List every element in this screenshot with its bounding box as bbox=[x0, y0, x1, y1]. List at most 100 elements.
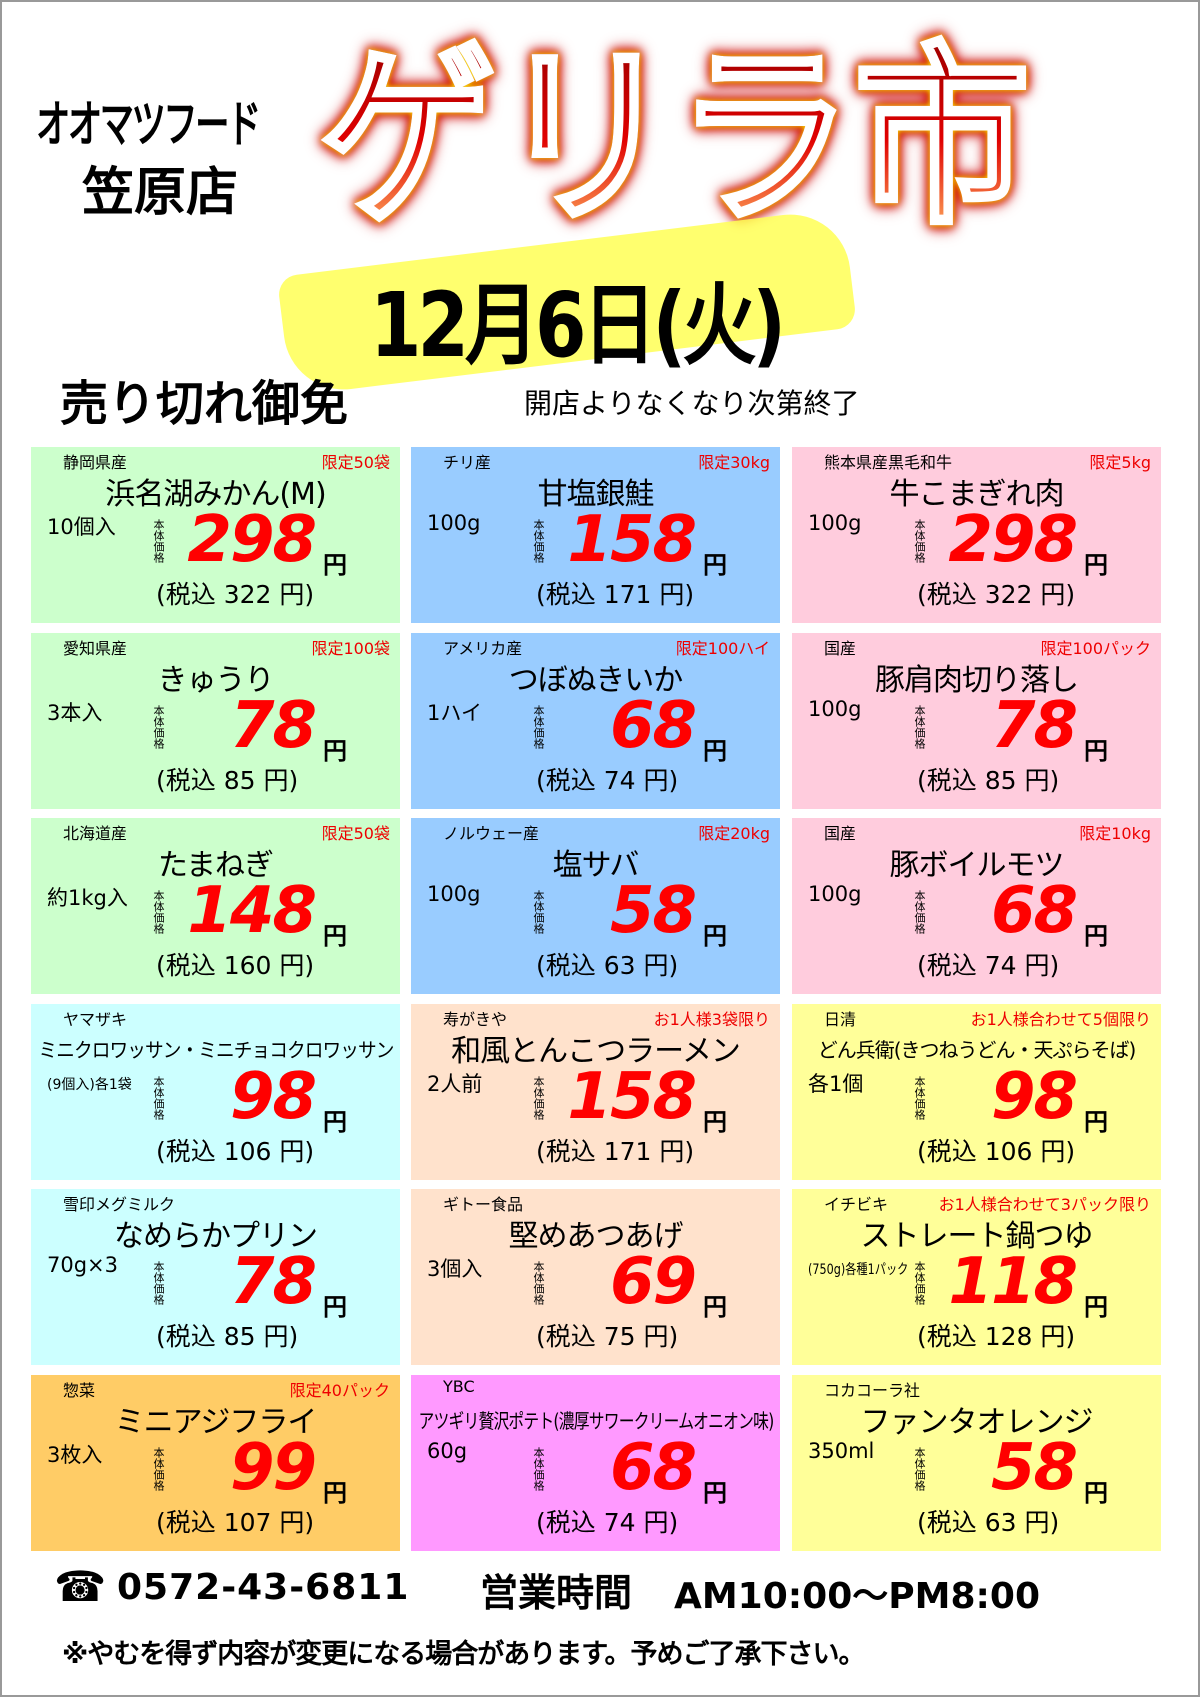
product-price: 158 bbox=[567, 1060, 697, 1134]
tax-prefix: (税込 bbox=[536, 766, 596, 795]
tax-included-price: (税込 171 円) bbox=[536, 1132, 694, 1168]
base-price-label: 本体価格 bbox=[532, 705, 545, 749]
tax-included-price: (税込 63 円) bbox=[536, 946, 678, 982]
product-quantity: 2人前 bbox=[427, 1072, 483, 1096]
availability-note: 開店よりなくなり次第終了 bbox=[524, 387, 860, 420]
product-name: 豚ボイルモツ bbox=[889, 848, 1065, 883]
product-origin: 惣菜 bbox=[63, 1381, 96, 1400]
product-card: 静岡県産 限定50袋 浜名湖みかん(M) 10個入 本体価格 298 円 (税込 322 円) bbox=[31, 447, 400, 623]
product-price: 118 bbox=[948, 1245, 1078, 1319]
product-card: 雪印メグミルク なめらかプリン 70g×3 本体価格 78 円 (税込 85 円) bbox=[31, 1189, 400, 1365]
tax-prefix: (税込 bbox=[917, 951, 977, 980]
tax-included-price: (税込 74 円) bbox=[536, 761, 678, 797]
product-quantity: 3本入 bbox=[47, 701, 103, 725]
tax-value: 107 bbox=[223, 1508, 272, 1537]
product-quantity: 1ハイ bbox=[427, 701, 482, 725]
tax-included-price: (税込 106 円) bbox=[917, 1132, 1075, 1168]
tax-prefix: (税込 bbox=[156, 1137, 216, 1166]
product-origin: ギトー食品 bbox=[443, 1195, 524, 1214]
phone-number: 0572-43-6811 bbox=[117, 1567, 410, 1608]
product-quantity: (750g)各種1パック bbox=[808, 1262, 909, 1278]
base-price-label: 本体価格 bbox=[152, 1447, 165, 1491]
product-card: ノルウェー産 限定20kg 塩サバ 100g 本体価格 58 円 (税込 63 円) bbox=[411, 818, 780, 994]
product-name: 甘塩銀鮭 bbox=[537, 477, 655, 512]
product-name: ファンタオレンジ bbox=[860, 1405, 1094, 1440]
yen-label: 円 bbox=[323, 737, 347, 765]
product-origin: 寿がきや bbox=[443, 1010, 508, 1029]
base-price-label: 本体価格 bbox=[532, 1447, 545, 1491]
tax-value: 85 bbox=[984, 766, 1017, 795]
product-card: 北海道産 限定50袋 たまねぎ 約1kg入 本体価格 148 円 (税込 160 円) bbox=[31, 818, 400, 994]
yen-label: 円 bbox=[323, 1479, 347, 1507]
product-card: イチビキ お1人様合わせて3パック限り ストレート鍋つゆ (750g)各種1パック 本体… bbox=[792, 1189, 1161, 1365]
product-card: アメリカ産 限定100ハイ つぼぬきいか 1ハイ 本体価格 68 円 (税込 74 円) bbox=[411, 633, 780, 809]
base-price-label: 本体価格 bbox=[913, 705, 926, 749]
base-price-label: 本体価格 bbox=[913, 1076, 926, 1120]
tax-prefix: (税込 bbox=[536, 1508, 596, 1537]
product-card: 国産 限定10kg 豚ボイルモツ 100g 本体価格 68 円 (税込 74 円) bbox=[792, 818, 1161, 994]
purchase-limit: 限定20kg bbox=[698, 824, 770, 843]
tax-value: 171 bbox=[603, 580, 652, 609]
tax-included-price: (税込 171 円) bbox=[536, 575, 694, 611]
product-origin: 国産 bbox=[824, 824, 857, 843]
purchase-limit: 限定50袋 bbox=[321, 824, 390, 843]
product-card: チリ産 限定30kg 甘塩銀鮭 100g 本体価格 158 円 (税込 171 円) bbox=[411, 447, 780, 623]
tax-value: 85 bbox=[223, 1322, 256, 1351]
yen-label: 円 bbox=[1084, 1293, 1108, 1321]
branch-name: 笠原店 bbox=[82, 163, 239, 223]
tax-prefix: (税込 bbox=[917, 766, 977, 795]
base-price-label: 本体価格 bbox=[532, 1261, 545, 1305]
product-price: 148 bbox=[187, 874, 317, 948]
product-origin: 国産 bbox=[824, 639, 857, 658]
base-price-label: 本体価格 bbox=[532, 890, 545, 934]
product-price: 68 bbox=[609, 689, 697, 763]
tax-suffix: 円) bbox=[643, 766, 679, 795]
tax-suffix: 円) bbox=[659, 580, 695, 609]
yen-label: 円 bbox=[1084, 1479, 1108, 1507]
product-origin: 静岡県産 bbox=[63, 453, 128, 472]
base-price-label: 本体価格 bbox=[532, 519, 545, 563]
tax-suffix: 円) bbox=[1040, 580, 1076, 609]
product-origin: 北海道産 bbox=[63, 824, 128, 843]
product-quantity: 100g bbox=[808, 882, 862, 906]
tax-prefix: (税込 bbox=[536, 1322, 596, 1351]
tax-suffix: 円) bbox=[643, 1508, 679, 1537]
product-card: ヤマザキ ミニクロワッサン・ミニチョコクロワッサン (9個入)各1袋 本体価格 98 円 (… bbox=[31, 1004, 400, 1180]
tax-included-price: (税込 85 円) bbox=[917, 761, 1059, 797]
product-quantity: 各1個 bbox=[808, 1072, 864, 1096]
store-name: オオマツフード bbox=[36, 96, 261, 155]
product-name: たまねぎ bbox=[157, 848, 274, 883]
tax-suffix: 円) bbox=[643, 951, 679, 980]
tax-included-price: (税込 85 円) bbox=[156, 1317, 298, 1353]
product-price: 298 bbox=[948, 503, 1078, 577]
product-price: 68 bbox=[609, 1431, 697, 1505]
base-price-label: 本体価格 bbox=[152, 1076, 165, 1120]
product-quantity: 100g bbox=[427, 882, 481, 906]
product-name: 和風とんこつラーメン bbox=[451, 1034, 741, 1069]
tax-suffix: 円) bbox=[263, 766, 299, 795]
tax-suffix: 円) bbox=[1024, 1508, 1060, 1537]
hours-label: 営業時間 bbox=[480, 1571, 633, 1615]
tax-prefix: (税込 bbox=[156, 580, 216, 609]
product-origin: アメリカ産 bbox=[443, 639, 523, 658]
tax-suffix: 円) bbox=[643, 1322, 679, 1351]
product-name: 浜名湖みかん(M) bbox=[105, 477, 326, 512]
product-card: 国産 限定100パック 豚肩肉切り落し 100g 本体価格 78 円 (税込 85 円) bbox=[792, 633, 1161, 809]
purchase-limit: 限定30kg bbox=[698, 453, 770, 472]
product-price: 99 bbox=[229, 1431, 317, 1505]
tax-included-price: (税込 74 円) bbox=[536, 1503, 678, 1539]
purchase-limit: 限定5kg bbox=[1089, 453, 1151, 472]
yen-label: 円 bbox=[1084, 737, 1108, 765]
product-price: 98 bbox=[229, 1060, 317, 1134]
base-price-label: 本体価格 bbox=[913, 1261, 926, 1305]
product-name: 豚肩肉切り落し bbox=[875, 663, 1079, 698]
yen-label: 円 bbox=[323, 1108, 347, 1136]
base-price-label: 本体価格 bbox=[152, 519, 165, 563]
telephone-icon: ☎ bbox=[54, 1562, 107, 1611]
product-price: 78 bbox=[229, 1245, 317, 1319]
purchase-limit: 限定100ハイ bbox=[675, 639, 770, 658]
product-card: ギトー食品 堅めあつあげ 3個入 本体価格 69 円 (税込 75 円) bbox=[411, 1189, 780, 1365]
product-quantity: 約1kg入 bbox=[47, 886, 128, 910]
tax-value: 106 bbox=[223, 1137, 272, 1166]
purchase-limit: 限定100パック bbox=[1040, 639, 1151, 658]
